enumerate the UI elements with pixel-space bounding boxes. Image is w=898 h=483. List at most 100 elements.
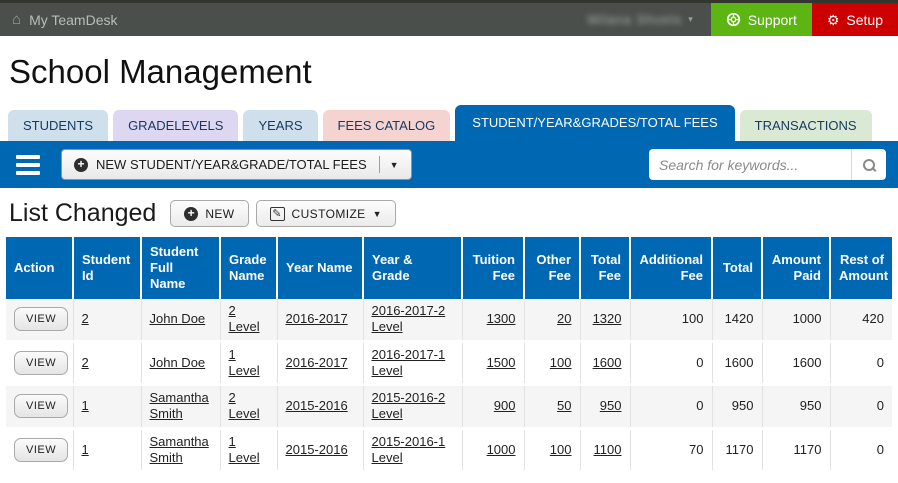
- link-total_fee[interactable]: 1100: [593, 441, 622, 457]
- link-other_fee[interactable]: 50: [557, 398, 572, 414]
- new-button[interactable]: + NEW: [170, 200, 249, 227]
- tab-bar: STUDENTS GRADELEVELS YEARS FEES CATALOG STUD…: [0, 105, 898, 141]
- cell-year_grade: 2016-2017-2 Level: [363, 299, 463, 343]
- link-year_grade[interactable]: 2015-2016-2 Level: [371, 390, 446, 422]
- list-actions: + NEW ✎ CUSTOMIZE ▼: [170, 200, 396, 227]
- tab-years[interactable]: YEARS: [243, 110, 318, 141]
- cell-other_fee: 50: [524, 384, 581, 430]
- lifering-icon: [726, 12, 740, 27]
- chevron-down-icon: ▼: [372, 208, 382, 219]
- search-box: [649, 149, 886, 180]
- view-button[interactable]: VIEW: [14, 437, 69, 462]
- link-tuition_fee[interactable]: 1500: [486, 354, 516, 370]
- menu-icon[interactable]: [16, 154, 40, 175]
- table-body: VIEW 2 John Doe 2 Level 2016-2017 2016-2017-2…: [6, 299, 892, 473]
- chevron-down-icon[interactable]: ▼: [389, 159, 399, 170]
- support-label: Support: [747, 11, 797, 28]
- table-row: VIEW 1 Samantha Smith 2 Level 2015-2016 2015-…: [6, 384, 892, 430]
- link-student_full_name[interactable]: John Doe: [149, 354, 206, 370]
- cell-other_fee: 100: [524, 341, 581, 386]
- user-menu[interactable]: Milana Shvets ▾: [570, 3, 711, 36]
- cell-student_id: 1: [73, 428, 142, 473]
- cell-additional_fee: 70: [630, 428, 713, 473]
- cell-year_name: 2015-2016: [277, 428, 364, 473]
- cell-additional_fee: 100: [630, 299, 713, 343]
- tab-fees-catalog[interactable]: FEES CATALOG: [322, 110, 451, 141]
- column-header-grade_name: Grade Name: [220, 237, 278, 299]
- view-button[interactable]: VIEW: [14, 307, 69, 332]
- tab-gradelevels[interactable]: GRADELEVELS: [113, 110, 239, 141]
- column-header-year_name: Year Name: [277, 237, 364, 299]
- link-grade_name[interactable]: 2 Level: [228, 390, 260, 422]
- link-total_fee[interactable]: 1320: [592, 311, 622, 327]
- cell-student_id: 2: [73, 299, 142, 343]
- gear-icon: ⚙: [826, 11, 840, 28]
- column-header-action: Action: [6, 237, 74, 299]
- setup-button[interactable]: ⚙ Setup: [811, 3, 898, 36]
- tab-students[interactable]: STUDENTS: [8, 110, 109, 141]
- link-other_fee[interactable]: 100: [549, 354, 572, 370]
- link-year_grade[interactable]: 2016-2017-1 Level: [371, 346, 446, 378]
- link-year_name[interactable]: 2016-2017: [285, 354, 348, 370]
- customize-button-label: CUSTOMIZE: [291, 206, 366, 221]
- link-student_full_name[interactable]: John Doe: [149, 311, 206, 327]
- link-tuition_fee[interactable]: 1300: [486, 311, 516, 327]
- cell-amount_paid: 1600: [762, 341, 831, 386]
- link-student_id[interactable]: 2: [81, 354, 89, 370]
- pencil-icon: ✎: [269, 206, 285, 221]
- app-brand[interactable]: ⌂ My TeamDesk: [0, 3, 118, 36]
- table-row: VIEW 2 John Doe 2 Level 2016-2017 2016-2017-2…: [6, 299, 892, 343]
- cell-year_name: 2016-2017: [277, 341, 364, 386]
- page-title: School Management: [9, 53, 312, 90]
- column-header-total: Total: [712, 237, 763, 299]
- link-student_full_name[interactable]: Samantha Smith: [149, 390, 209, 422]
- cell-action: VIEW: [6, 299, 74, 343]
- list-title: List Changed: [9, 199, 157, 227]
- link-tuition_fee[interactable]: 900: [493, 398, 516, 414]
- link-year_grade[interactable]: 2016-2017-2 Level: [371, 303, 446, 335]
- link-grade_name[interactable]: 2 Level: [228, 303, 260, 335]
- link-other_fee[interactable]: 20: [557, 311, 572, 327]
- customize-button[interactable]: ✎ CUSTOMIZE ▼: [255, 200, 396, 227]
- link-student_id[interactable]: 2: [81, 311, 89, 327]
- tab-student-year-grades-total-fees[interactable]: STUDENT/YEAR&GRADES/TOTAL FEES: [455, 105, 735, 141]
- link-year_grade[interactable]: 2015-2016-1 Level: [371, 433, 446, 465]
- link-year_name[interactable]: 2016-2017: [285, 311, 348, 327]
- home-icon: ⌂: [12, 11, 22, 28]
- link-student_id[interactable]: 1: [81, 441, 89, 457]
- link-grade_name[interactable]: 1 Level: [228, 433, 260, 465]
- setup-label: Setup: [846, 11, 883, 28]
- tab-transactions[interactable]: TRANSACTIONS: [739, 110, 872, 141]
- link-year_name[interactable]: 2015-2016: [285, 398, 348, 414]
- topbar: ⌂ My TeamDesk Milana Shvets ▾ Support ⚙ …: [0, 3, 898, 36]
- link-student_id[interactable]: 1: [81, 398, 89, 414]
- link-tuition_fee[interactable]: 1000: [486, 441, 516, 457]
- view-button[interactable]: VIEW: [14, 394, 69, 419]
- table-row: VIEW 2 John Doe 1 Level 2016-2017 2016-2017-1…: [6, 341, 892, 386]
- search-input[interactable]: [649, 149, 851, 180]
- link-year_name[interactable]: 2015-2016: [285, 441, 348, 457]
- cell-rest_of_amount: 0: [830, 384, 892, 430]
- plus-circle-icon: +: [74, 157, 88, 172]
- cell-student_full_name: John Doe: [141, 341, 221, 386]
- column-header-rest_of_amount: Rest of Amount: [830, 237, 892, 299]
- cell-rest_of_amount: 420: [830, 299, 892, 343]
- link-total_fee[interactable]: 1600: [592, 354, 622, 370]
- search-button[interactable]: [851, 149, 886, 180]
- table-head: Action Student Id Student Full Name Grade N…: [6, 237, 892, 299]
- new-record-button[interactable]: + NEW STUDENT/YEAR&GRADE/TOTAL FEES ▼: [61, 149, 412, 180]
- button-divider: [378, 156, 380, 173]
- cell-grade_name: 2 Level: [220, 299, 278, 343]
- cell-total: 1600: [712, 341, 763, 386]
- view-button[interactable]: VIEW: [14, 350, 69, 375]
- user-name: Milana Shvets: [587, 12, 683, 27]
- cell-total_fee: 1100: [580, 428, 631, 473]
- link-student_full_name[interactable]: Samantha Smith: [149, 433, 209, 465]
- link-total_fee[interactable]: 950: [599, 398, 622, 414]
- cell-total_fee: 950: [580, 384, 631, 430]
- support-button[interactable]: Support: [710, 3, 812, 36]
- link-other_fee[interactable]: 100: [549, 441, 572, 457]
- link-grade_name[interactable]: 1 Level: [228, 346, 260, 378]
- cell-rest_of_amount: 0: [830, 428, 892, 473]
- column-header-additional_fee: Additional Fee: [630, 237, 713, 299]
